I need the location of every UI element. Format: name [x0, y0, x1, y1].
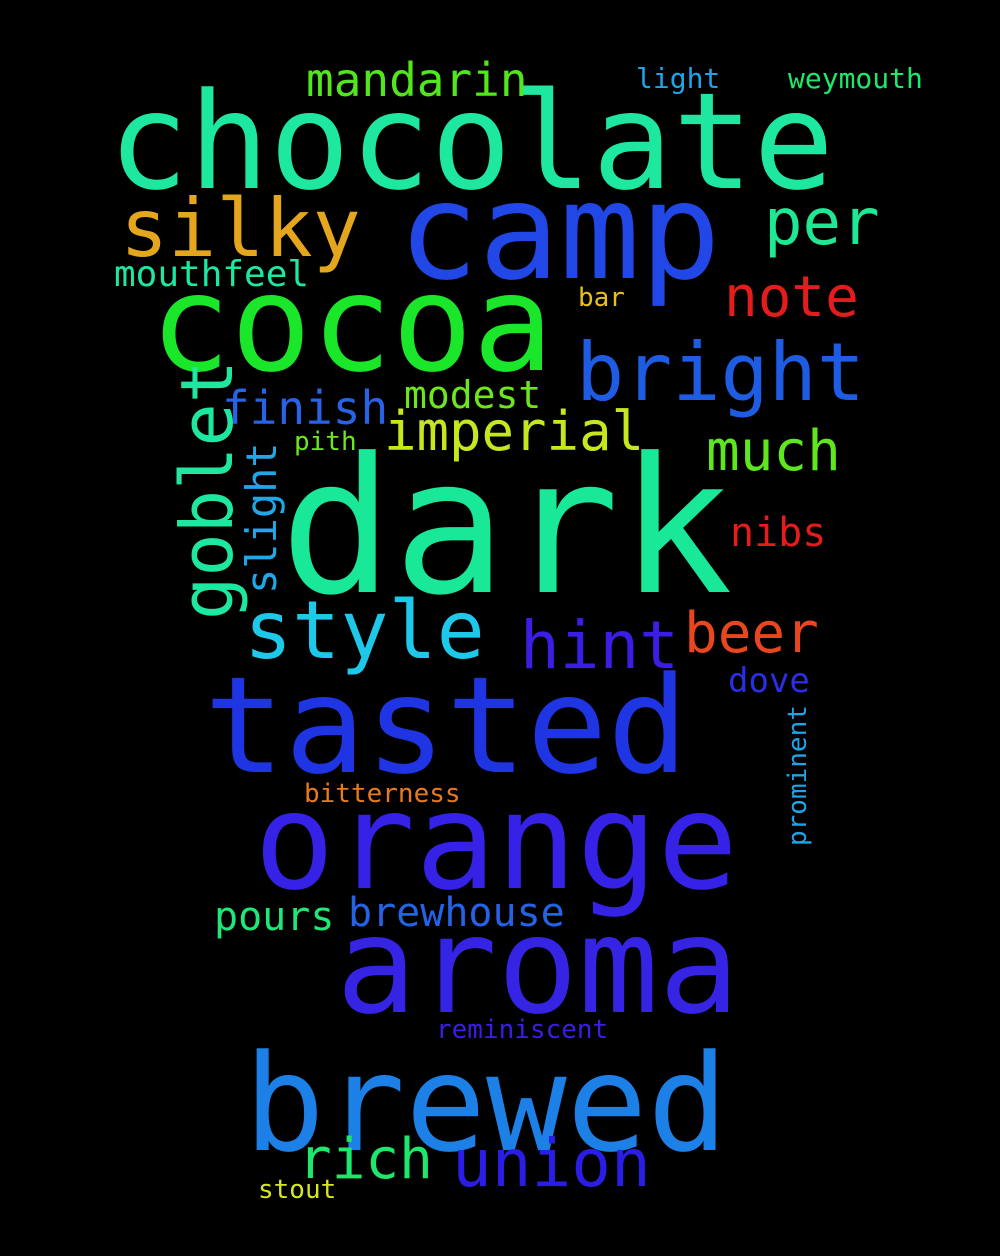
word-dark: dark	[280, 418, 733, 637]
word-pith: pith	[294, 427, 357, 457]
word-brewhouse: brewhouse	[348, 890, 565, 936]
word-brewed: brewed	[244, 1026, 728, 1182]
word-camp: camp	[398, 154, 721, 310]
word-silky: silky	[120, 182, 361, 275]
word-aroma: aroma	[336, 888, 739, 1044]
word-cocoa: cocoa	[150, 246, 553, 402]
word-pours: pours	[214, 894, 334, 940]
word-prominent: prominent	[783, 705, 813, 846]
word-per: per	[764, 186, 880, 260]
word-imperial: imperial	[384, 400, 644, 463]
word-orange: orange	[254, 764, 738, 920]
word-bright: bright	[576, 326, 865, 419]
word-hint: hint	[520, 607, 679, 684]
word-bitterness: bitterness	[304, 779, 461, 809]
word-modest: modest	[404, 373, 541, 417]
word-tasted: tasted	[204, 648, 688, 804]
word-beer: beer	[684, 601, 819, 666]
word-mandarin: mandarin	[306, 53, 528, 107]
word-style: style	[244, 584, 485, 677]
word-mouthfeel: mouthfeel	[114, 254, 309, 295]
word-dove: dove	[728, 661, 810, 701]
word-much: much	[706, 419, 841, 484]
word-nibs: nibs	[730, 510, 826, 556]
word-rich: rich	[298, 1127, 433, 1192]
word-weymouth: weymouth	[788, 62, 923, 95]
word-goblet: goblet	[165, 360, 249, 620]
word-light: light	[636, 62, 720, 95]
word-reminiscent: reminiscent	[436, 1015, 608, 1045]
word-slight: slight	[237, 442, 286, 594]
word-chocolate: chocolate	[108, 64, 834, 220]
word-finish: finish	[222, 381, 388, 435]
word-bar: bar	[578, 283, 625, 313]
word-note: note	[724, 265, 859, 330]
word-stout: stout	[258, 1175, 336, 1205]
word-union: union	[452, 1125, 651, 1202]
